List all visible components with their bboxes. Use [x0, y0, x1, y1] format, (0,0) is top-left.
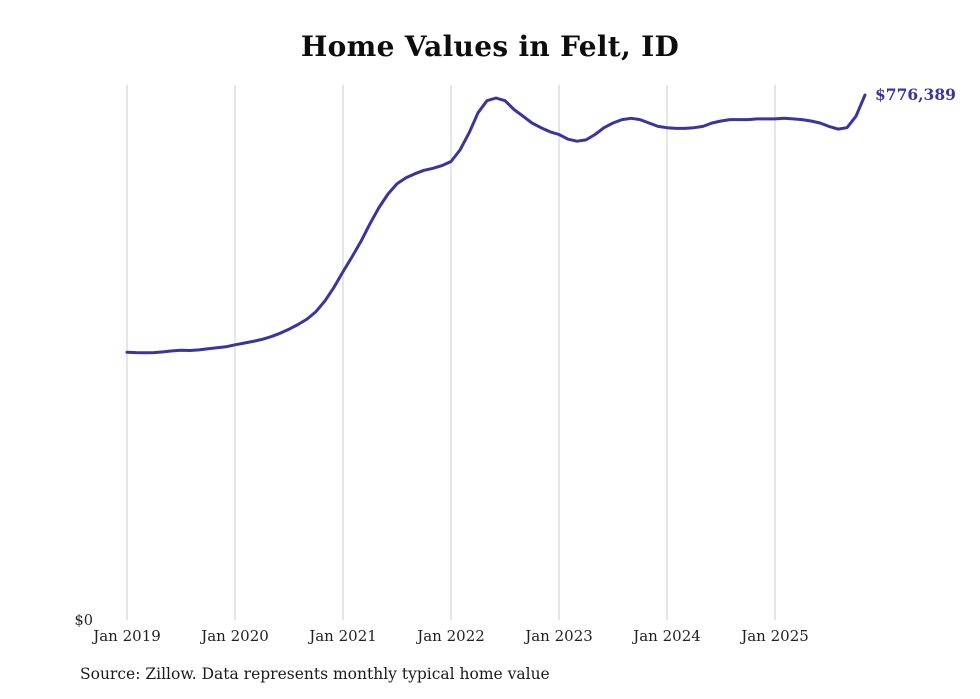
x-tick-label: Jan 2024 — [631, 627, 701, 645]
x-tick-label: Jan 2020 — [199, 627, 269, 645]
y-axis-zero-label: $0 — [75, 613, 93, 629]
x-tick-label: Jan 2023 — [523, 627, 593, 645]
x-tick-label: Jan 2022 — [415, 627, 485, 645]
chart-title: Home Values in Felt, ID — [300, 30, 680, 63]
source-note: Source: Zillow. Data represents monthly … — [80, 665, 550, 683]
x-tick-label: Jan 2025 — [739, 627, 809, 645]
x-tick-label: Jan 2019 — [91, 627, 161, 645]
home-value-line — [125, 93, 867, 355]
x-tick-label: Jan 2021 — [307, 627, 377, 645]
latest-value-label: $776,389 — [875, 85, 956, 104]
